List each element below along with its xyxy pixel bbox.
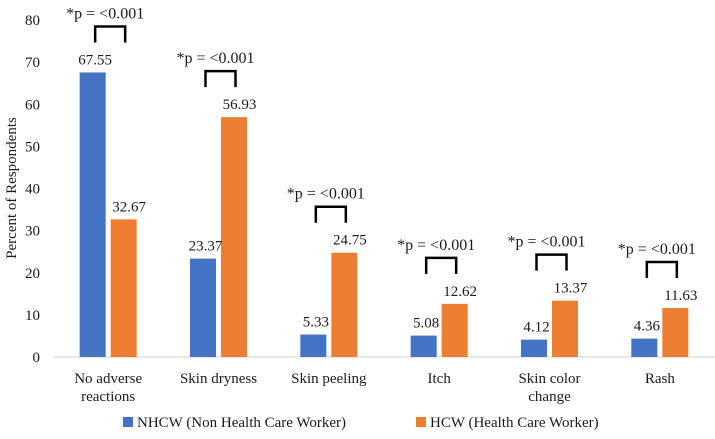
- bar-nhcw: [410, 335, 437, 357]
- x-tick-label: Skin peeling: [291, 371, 367, 387]
- y-axis-title: Percent of Respondents: [4, 117, 20, 259]
- bar-nhcw: [300, 334, 327, 357]
- y-tick-label: 20: [25, 266, 40, 282]
- significance-bracket: [535, 253, 568, 271]
- x-tick-label: Skin color change: [518, 371, 580, 405]
- significance-bracket: [314, 205, 348, 223]
- bar-nhcw: [190, 258, 216, 357]
- y-tick-label: 70: [25, 55, 40, 71]
- legend: NHCW (Non Health Care Worker) HCW (Health…: [123, 415, 599, 431]
- significance-label: *p = <0.001: [287, 186, 365, 203]
- y-tick-label: 50: [25, 139, 40, 155]
- data-label: 5.08: [413, 316, 439, 332]
- y-axis: 0 10 20 30 40 50 60 70 80: [25, 13, 40, 366]
- x-tick-label: No adverse reactions: [74, 371, 142, 405]
- data-label: 24.75: [333, 233, 367, 249]
- significance-label: *p = <0.001: [618, 241, 696, 258]
- bar-hcw: [552, 300, 578, 357]
- legend-label-nhcw: NHCW (Non Health Care Worker): [137, 415, 346, 431]
- bar-nhcw: [79, 72, 106, 358]
- significance-label: *p = <0.001: [66, 5, 144, 22]
- bar-hcw: [331, 252, 358, 357]
- x-tick-label: Skin dryness: [180, 371, 257, 387]
- significance-bracket: [204, 69, 237, 88]
- significance-annotations: *p = <0.001 *p = <0.001 *p = <0.001 *p = <0…: [66, 5, 696, 279]
- significance-bracket: [645, 260, 679, 279]
- bar-hcw: [441, 303, 468, 357]
- data-label: 5.33: [303, 315, 329, 331]
- bar-hcw: [662, 308, 689, 357]
- bar-nhcw: [631, 338, 658, 357]
- x-tick-label: Itch: [428, 371, 452, 387]
- data-label: 12.62: [443, 284, 477, 300]
- legend-swatch-hcw: [416, 417, 426, 427]
- significance-label: *p = <0.001: [176, 50, 254, 67]
- data-label: 11.63: [664, 288, 697, 304]
- legend-swatch-nhcw: [123, 417, 133, 427]
- data-label: 56.93: [223, 97, 257, 113]
- significance-label: *p = <0.001: [397, 237, 475, 254]
- bar-series: [79, 72, 689, 358]
- y-tick-label: 40: [25, 182, 40, 198]
- y-tick-label: 30: [25, 224, 40, 240]
- legend-label-hcw: HCW (Health Care Worker): [430, 415, 599, 431]
- bar-hcw: [221, 117, 247, 357]
- bar-hcw: [110, 219, 137, 357]
- significance-bracket: [93, 25, 127, 43]
- data-label: 13.37: [554, 281, 588, 297]
- bar-nhcw: [521, 339, 547, 357]
- data-label: 4.12: [523, 320, 549, 336]
- data-label: 4.36: [634, 319, 661, 335]
- x-axis: No adverse reactions Skin dryness Skin peel…: [53, 356, 715, 405]
- significance-label: *p = <0.001: [507, 234, 585, 251]
- data-label: 23.37: [189, 239, 223, 255]
- y-tick-label: 60: [25, 97, 40, 113]
- y-tick-label: 80: [25, 13, 40, 29]
- y-tick-label: 10: [25, 308, 40, 324]
- data-label: 67.55: [78, 52, 112, 68]
- significance-bracket: [424, 256, 458, 274]
- x-tick-label: Rash: [645, 371, 676, 387]
- data-label: 32.67: [112, 199, 146, 215]
- y-tick-label: 0: [33, 350, 41, 366]
